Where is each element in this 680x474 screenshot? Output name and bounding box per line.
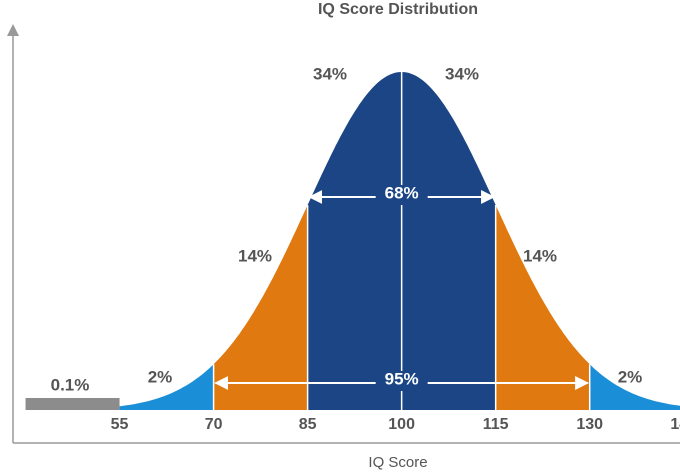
x-tick-label: 55 bbox=[111, 416, 129, 433]
segment-label: 14% bbox=[523, 246, 557, 265]
x-tick-label: 145 bbox=[670, 416, 680, 433]
chart-title: IQ Score Distribution bbox=[318, 1, 478, 18]
range-label: 95% bbox=[385, 369, 419, 388]
range-label: 68% bbox=[385, 183, 419, 202]
segment-label: 34% bbox=[445, 64, 479, 83]
range-label-bg bbox=[375, 371, 428, 391]
segment bbox=[589, 364, 680, 410]
x-tick-label: 100 bbox=[388, 416, 415, 433]
segment-label: 0.1% bbox=[51, 375, 90, 394]
segment bbox=[495, 205, 590, 410]
range-label-bg bbox=[375, 185, 428, 205]
x-axis-label: IQ Score bbox=[368, 454, 427, 471]
x-tick-label: 130 bbox=[576, 416, 603, 433]
segment bbox=[25, 398, 120, 410]
segment bbox=[119, 364, 214, 410]
segment bbox=[213, 205, 308, 410]
segment bbox=[307, 72, 402, 410]
segment bbox=[401, 72, 496, 410]
x-tick-label: 85 bbox=[299, 416, 317, 433]
segment-label: 34% bbox=[313, 64, 347, 83]
x-tick-label: 115 bbox=[483, 416, 509, 433]
segment-label: 14% bbox=[238, 246, 272, 265]
x-tick-label: 70 bbox=[205, 416, 223, 433]
segment-label: 2% bbox=[618, 367, 643, 386]
segment-label: 2% bbox=[148, 367, 173, 386]
